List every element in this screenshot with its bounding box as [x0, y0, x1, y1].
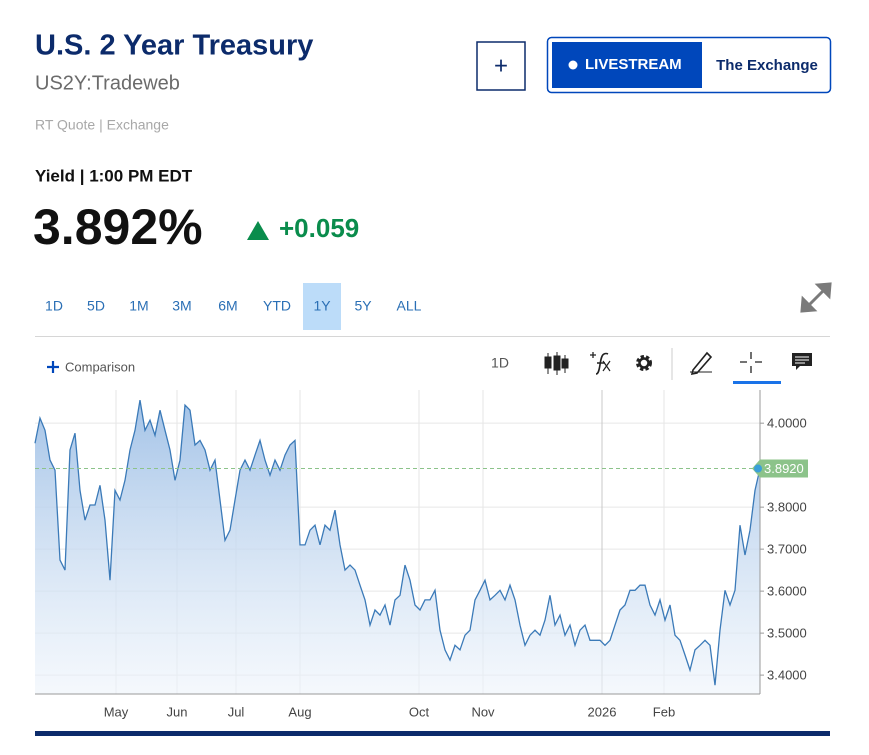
x-tick-label: Aug — [288, 704, 311, 719]
icon-part[interactable] — [595, 352, 609, 375]
x-tick-label: 2026 — [588, 704, 617, 719]
y-tick-label: 3.4000 — [767, 668, 807, 683]
icon-part[interactable] — [553, 355, 561, 371]
comparison-label[interactable]: Comparison — [65, 359, 135, 374]
comparison-button[interactable]: Comparison — [47, 359, 135, 374]
draw-icon[interactable] — [690, 351, 713, 376]
last-price-dot — [754, 464, 762, 473]
icon-part[interactable] — [561, 358, 569, 369]
livestream-widget[interactable]: LIVESTREAM The Exchange — [546, 36, 832, 94]
range-tabs: 1D 5D 1M 3M 6M YTD 1Y 5Y ALL — [45, 283, 422, 330]
expand-head[interactable] — [800, 295, 818, 313]
range-tab[interactable]: 1Y — [313, 298, 331, 314]
notes-icon[interactable] — [792, 353, 812, 370]
y-tick-label: 3.5000 — [767, 626, 807, 641]
price: 3.892% — [33, 199, 203, 255]
title: U.S. 2 Year Treasury — [35, 30, 313, 62]
range-tab[interactable]: 1M — [129, 298, 148, 314]
indicator-icon[interactable] — [590, 352, 611, 375]
icon-part[interactable] — [638, 357, 650, 369]
y-tick-label: 4.0000 — [767, 416, 807, 431]
expand-icon[interactable] — [800, 282, 832, 313]
last-price-tag — [752, 459, 808, 478]
range-tab[interactable]: ALL — [397, 298, 422, 314]
settings-icon[interactable] — [636, 355, 652, 371]
last-price-label: 3.8920 — [764, 461, 804, 476]
active-underline — [733, 381, 781, 384]
icon-part[interactable] — [792, 353, 812, 370]
add-button[interactable]: + — [476, 41, 526, 91]
plus-icon[interactable] — [47, 361, 59, 373]
range-tab[interactable]: 5Y — [354, 298, 372, 314]
change: +0.059 — [279, 213, 359, 243]
crosshair-icon[interactable] — [740, 352, 762, 373]
range-tab[interactable]: 5D — [87, 298, 105, 314]
icon-part[interactable] — [602, 360, 611, 372]
interval[interactable]: 1D — [491, 355, 509, 371]
show-name[interactable]: The Exchange — [716, 57, 818, 74]
expand-head[interactable] — [814, 282, 832, 300]
quote-type: RT Quote | Exchange — [35, 117, 169, 133]
range-tab-selected[interactable] — [303, 283, 341, 330]
x-tick-label: Jul — [228, 704, 245, 719]
quote-label: Yield | 1:00 PM EDT — [35, 166, 193, 185]
chart: 3.4000 3.5000 3.6000 3.7000 3.8000 4.0000 May J… — [34, 390, 808, 719]
candle-icon[interactable] — [544, 352, 569, 375]
x-tick-label: May — [104, 704, 129, 719]
area-fill — [35, 400, 760, 694]
livestream-label[interactable]: LIVESTREAM — [585, 56, 682, 73]
y-tick-label: 3.6000 — [767, 584, 807, 599]
icon-part[interactable] — [795, 356, 809, 364]
x-tick-label: Oct — [409, 704, 430, 719]
footer-bar — [35, 731, 830, 736]
add-button-box[interactable] — [476, 41, 526, 91]
icon-part[interactable] — [740, 352, 762, 373]
icon-part[interactable] — [690, 351, 713, 376]
live-dot — [568, 60, 578, 70]
x-tick-label: Nov — [471, 704, 495, 719]
range-tab[interactable]: 3M — [172, 298, 191, 314]
up-arrow — [247, 221, 269, 240]
range-tab[interactable]: 1D — [45, 298, 63, 314]
add-button-label[interactable]: + — [494, 52, 508, 79]
symbol: US2Y:Tradeweb — [35, 72, 180, 94]
range-tab[interactable]: 6M — [218, 298, 237, 314]
x-tick-label: Jun — [167, 704, 188, 719]
x-tick-label: Feb — [653, 704, 675, 719]
range-tab[interactable]: YTD — [263, 298, 291, 314]
y-tick-label: 3.8000 — [767, 500, 807, 515]
line — [34, 399, 761, 686]
y-tick-label: 3.7000 — [767, 542, 807, 557]
icon-part[interactable] — [590, 352, 596, 358]
icon-part[interactable] — [636, 355, 652, 371]
icon-part[interactable] — [544, 356, 552, 369]
